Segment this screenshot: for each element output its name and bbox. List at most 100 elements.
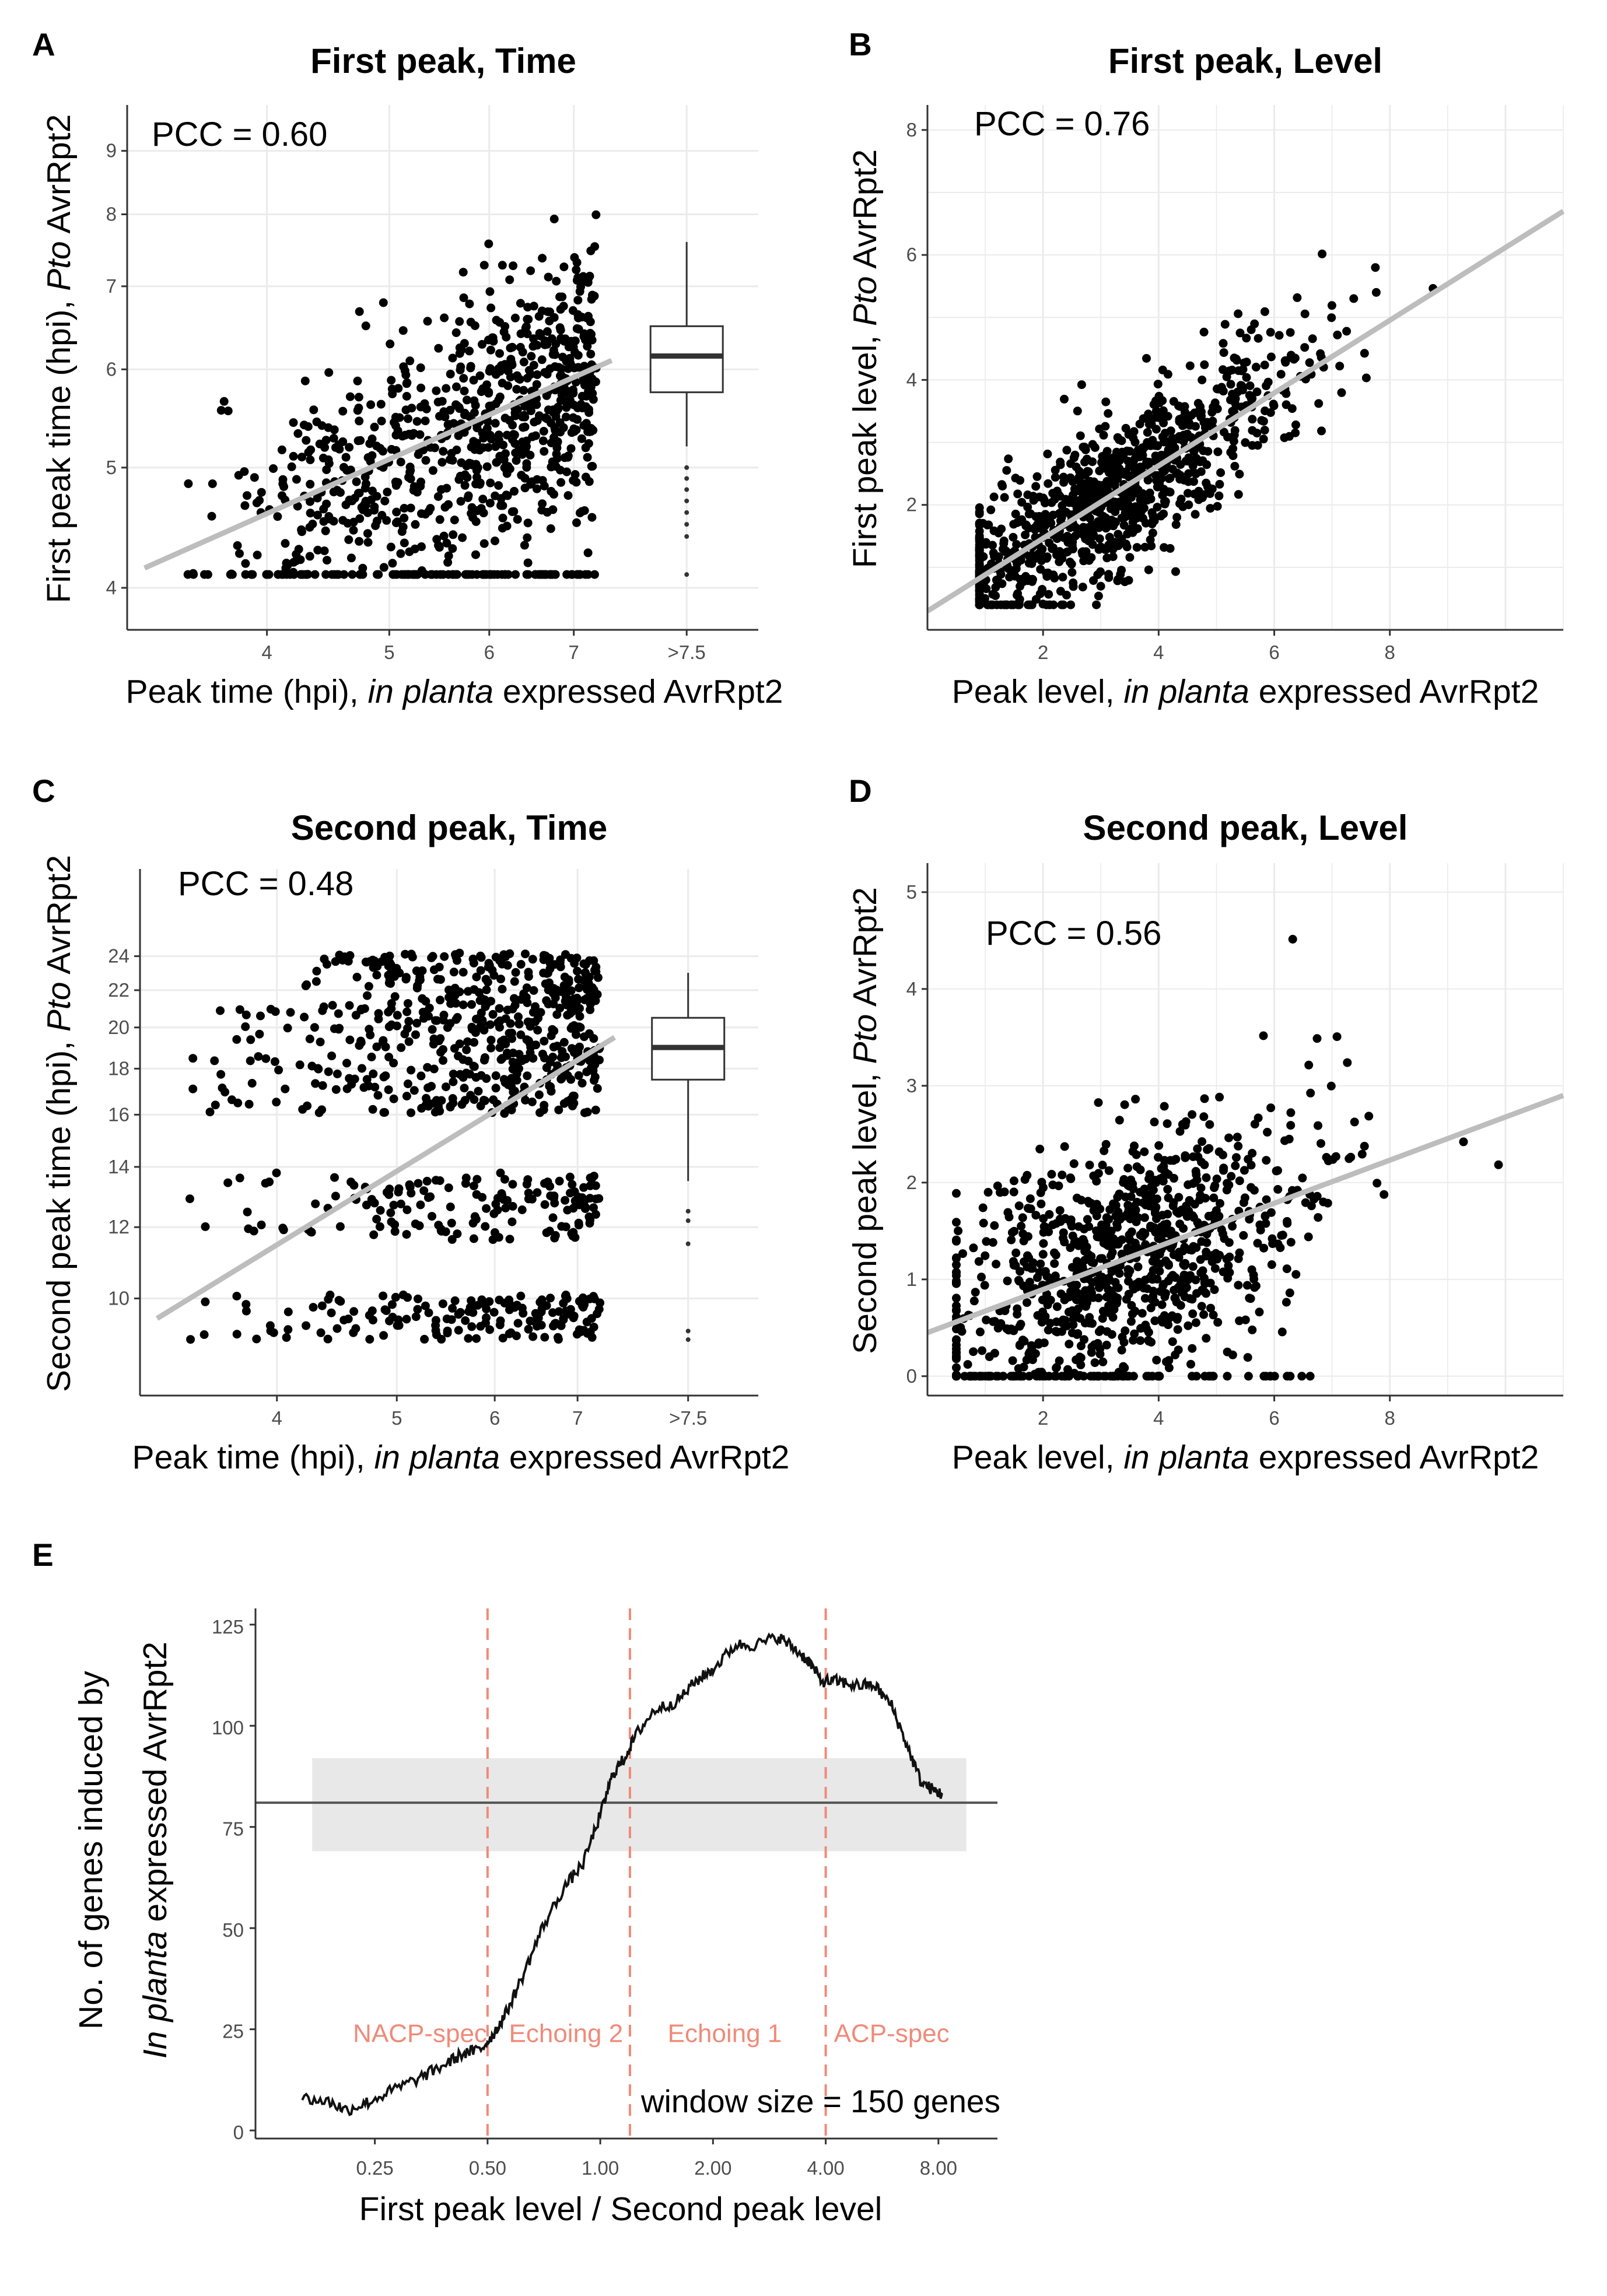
data-point <box>971 1288 980 1297</box>
data-point <box>574 1221 583 1230</box>
data-point <box>439 447 448 456</box>
data-point <box>475 371 485 380</box>
data-point <box>516 1291 526 1301</box>
data-point <box>554 363 563 372</box>
data-point <box>539 427 548 436</box>
data-point <box>1244 1372 1253 1381</box>
data-point <box>544 272 553 282</box>
data-point <box>312 417 321 426</box>
data-point <box>1169 1198 1178 1207</box>
data-point <box>990 552 999 561</box>
data-point <box>1193 1144 1202 1154</box>
data-point <box>527 1098 537 1106</box>
data-point <box>1273 1184 1283 1194</box>
data-point <box>958 1249 967 1259</box>
data-point <box>1038 1250 1048 1259</box>
data-point <box>589 1323 598 1331</box>
x-tick-label: 4 <box>1153 1407 1164 1429</box>
data-point <box>1106 516 1115 525</box>
data-point <box>329 488 338 497</box>
data-point <box>523 518 533 528</box>
data-point <box>429 1064 439 1074</box>
data-point <box>291 556 300 566</box>
data-point <box>1119 1175 1129 1184</box>
data-point <box>491 537 499 545</box>
x-tick-label: 6 <box>1269 1407 1279 1429</box>
data-point <box>520 483 530 493</box>
data-point <box>516 960 526 969</box>
data-point <box>1318 249 1327 258</box>
data-point <box>495 955 504 964</box>
data-point <box>577 1326 586 1335</box>
data-point <box>1219 1166 1228 1175</box>
data-point <box>518 449 527 458</box>
y-axis-title-part: First peak level, <box>846 326 884 568</box>
data-point <box>414 1179 423 1188</box>
data-point <box>306 479 315 489</box>
data-point <box>485 367 494 376</box>
data-point <box>426 443 435 452</box>
data-point <box>1168 1311 1177 1320</box>
data-point <box>448 544 457 553</box>
data-point <box>232 1292 241 1301</box>
data-point <box>454 1051 463 1061</box>
data-point <box>977 1273 986 1282</box>
data-point <box>1014 1201 1024 1211</box>
data-point <box>554 1335 563 1344</box>
data-point <box>372 516 381 525</box>
data-point <box>435 1106 444 1116</box>
data-point <box>1304 1232 1313 1242</box>
x-axis-title-part: in planta <box>368 673 494 710</box>
data-point <box>1118 447 1127 457</box>
data-point <box>1199 446 1208 455</box>
data-point <box>1154 452 1163 461</box>
region-label: ACP-spec <box>834 2020 950 2048</box>
data-point <box>1076 431 1085 440</box>
data-point <box>1074 1291 1084 1301</box>
data-point <box>448 570 457 579</box>
data-point <box>526 1316 535 1326</box>
y-tick-label: 16 <box>108 1103 129 1125</box>
data-point <box>1241 438 1250 447</box>
data-point <box>1003 1208 1013 1217</box>
data-point <box>1050 1259 1059 1268</box>
data-point <box>460 408 470 418</box>
data-point <box>471 550 480 559</box>
data-point <box>1084 1250 1093 1259</box>
data-point <box>584 1212 594 1221</box>
data-point <box>1014 1364 1023 1373</box>
data-point <box>538 1049 547 1058</box>
data-point <box>336 488 345 497</box>
data-point <box>349 1181 359 1190</box>
data-point <box>449 1077 458 1086</box>
data-point <box>334 1025 344 1034</box>
data-point <box>408 952 417 962</box>
data-point <box>1011 1248 1021 1257</box>
data-point <box>1219 1267 1228 1277</box>
data-point <box>1140 1294 1150 1303</box>
data-point <box>1113 433 1122 442</box>
data-point <box>1234 1281 1243 1290</box>
data-point <box>1227 1172 1236 1181</box>
data-point <box>302 436 311 445</box>
data-point <box>1109 1305 1119 1314</box>
data-point <box>1380 1190 1389 1199</box>
data-point <box>521 1054 530 1064</box>
data-point <box>388 570 398 579</box>
data-point <box>586 1181 595 1190</box>
data-point <box>1044 479 1053 488</box>
data-point <box>369 1069 378 1078</box>
data-point <box>323 960 331 969</box>
data-point <box>523 329 532 338</box>
data-point <box>510 1303 519 1312</box>
data-point <box>538 499 547 509</box>
data-point <box>564 977 573 987</box>
data-point <box>1216 1199 1224 1208</box>
data-point <box>508 1202 517 1211</box>
data-point <box>403 1079 412 1088</box>
data-point <box>1114 1283 1123 1292</box>
data-point <box>1200 1094 1209 1103</box>
data-point <box>454 403 464 412</box>
